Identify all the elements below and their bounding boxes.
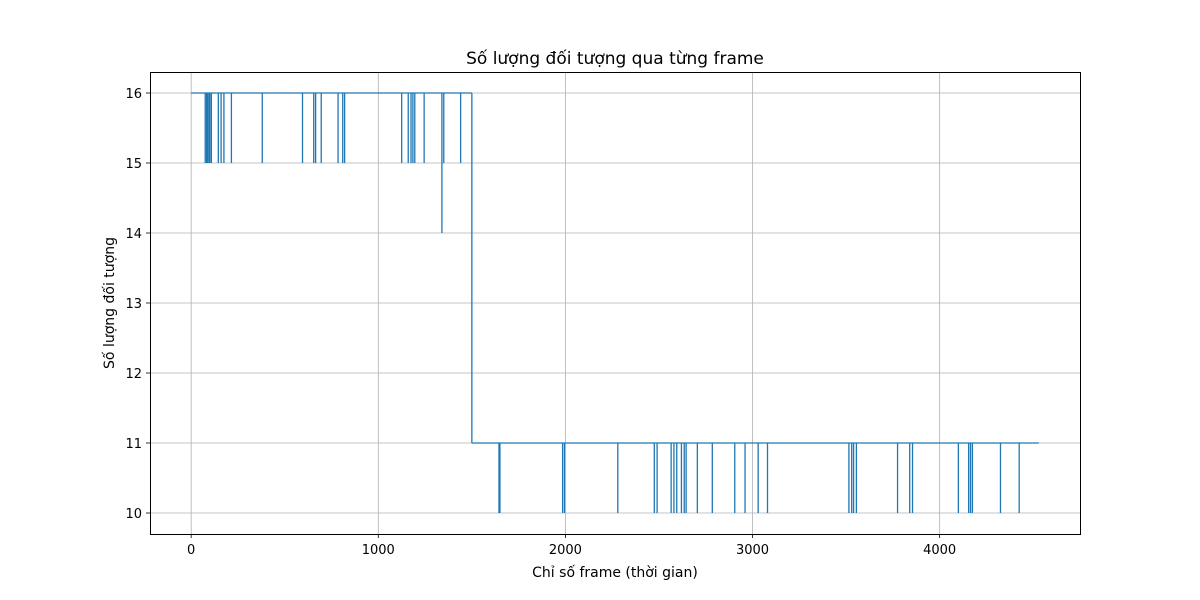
x-axis-label: Chỉ số frame (thời gian) <box>532 564 698 581</box>
ticks: 0 1000 2000 3000 4000 10 11 12 13 14 15 16 <box>125 87 956 558</box>
y-tick-label: 14 <box>125 227 142 242</box>
plot-frame <box>150 72 1081 535</box>
chart-title: Số lượng đối tượng qua từng frame <box>466 48 764 69</box>
x-tick-label: 2000 <box>549 543 582 558</box>
y-tick-label: 10 <box>125 507 142 522</box>
x-tick-label: 3000 <box>736 543 769 558</box>
y-axis-label: Số lượng đối tượng <box>101 237 118 369</box>
y-tick-label: 15 <box>125 157 142 172</box>
plot-area <box>191 92 1039 513</box>
y-tick-label: 12 <box>125 367 142 382</box>
grid <box>150 72 1080 534</box>
x-tick-label: 1000 <box>362 543 395 558</box>
x-tick-label: 0 <box>187 543 195 558</box>
y-tick-label: 16 <box>125 87 142 102</box>
y-tick-label: 11 <box>125 437 142 452</box>
y-tick-label: 13 <box>125 297 142 312</box>
x-tick-label: 4000 <box>923 543 956 558</box>
